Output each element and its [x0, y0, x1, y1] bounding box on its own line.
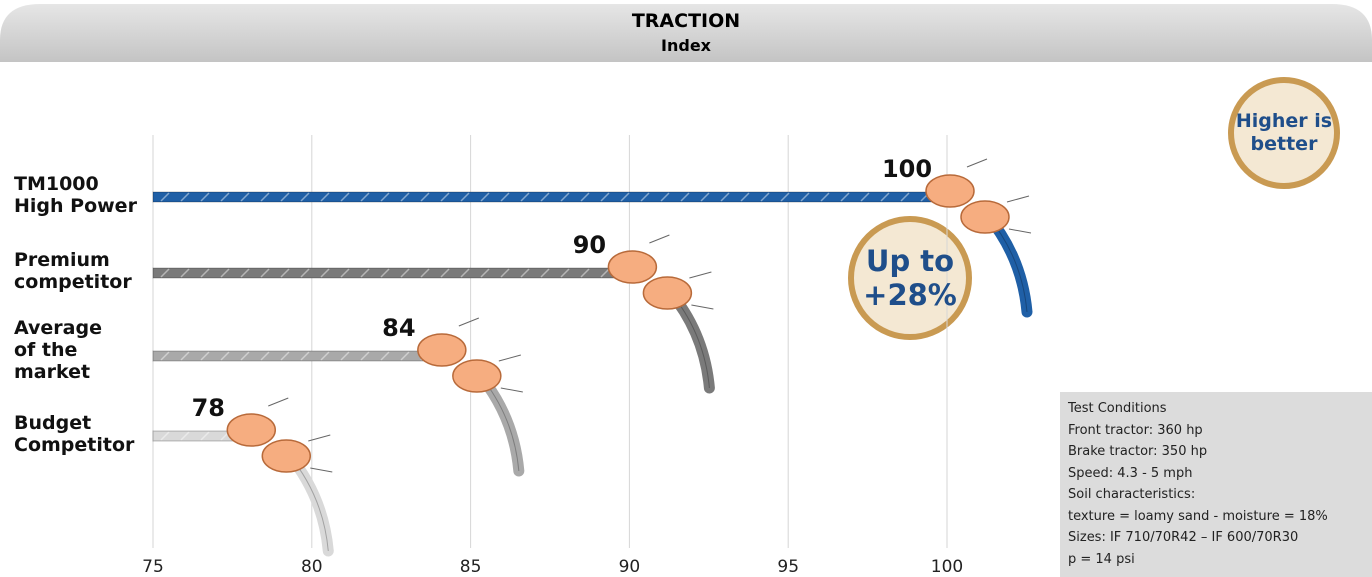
chart-title: TRACTION: [632, 10, 740, 32]
hand: [926, 175, 974, 207]
test-condition-line: Speed: 4.3 - 5 mph: [1068, 463, 1364, 485]
hand: [227, 414, 275, 446]
hand: [608, 251, 656, 283]
hand: [418, 334, 466, 366]
y-tick-label: TM1000 High Power: [14, 173, 137, 217]
highlight-text: Up to +28%: [851, 219, 969, 337]
value-label: 100: [882, 155, 932, 183]
x-tick-label: 100: [931, 557, 963, 577]
hand: [453, 360, 501, 392]
y-tick-label: Premium competitor: [14, 249, 132, 293]
x-tick-label: 95: [777, 557, 799, 577]
test-condition-line: texture = loamy sand - moisture = 18%: [1068, 506, 1364, 528]
y-tick-label: Average of the market: [14, 317, 102, 383]
hand: [262, 440, 310, 472]
x-tick-label: 90: [619, 557, 641, 577]
page: TRACTION Index 75 80 85 90 95 100 100 90 84 78 Hi…: [0, 0, 1372, 577]
hand: [643, 277, 691, 309]
x-tick-label: 80: [301, 557, 323, 577]
value-label: 78: [192, 394, 225, 422]
test-condition-line: Brake tractor: 350 hp: [1068, 441, 1364, 463]
value-label: 90: [573, 231, 606, 259]
value-label: 84: [382, 314, 415, 342]
bar: [153, 351, 439, 361]
test-condition-line: Sizes: IF 710/70R42 – IF 600/70R30: [1068, 527, 1364, 549]
test-condition-line: p = 14 psi: [1068, 549, 1364, 571]
chart-subtitle: Index: [661, 36, 712, 55]
test-condition-line: Front tractor: 360 hp: [1068, 420, 1364, 442]
test-condition-line: Test Conditions: [1068, 398, 1364, 420]
test-condition-line: Soil characteristics:: [1068, 484, 1364, 506]
badge-text: Higher is better: [1234, 83, 1334, 183]
x-tick-label: 75: [142, 557, 164, 577]
x-tick-label: 85: [460, 557, 482, 577]
y-tick-label: Budget Competitor: [14, 412, 134, 456]
